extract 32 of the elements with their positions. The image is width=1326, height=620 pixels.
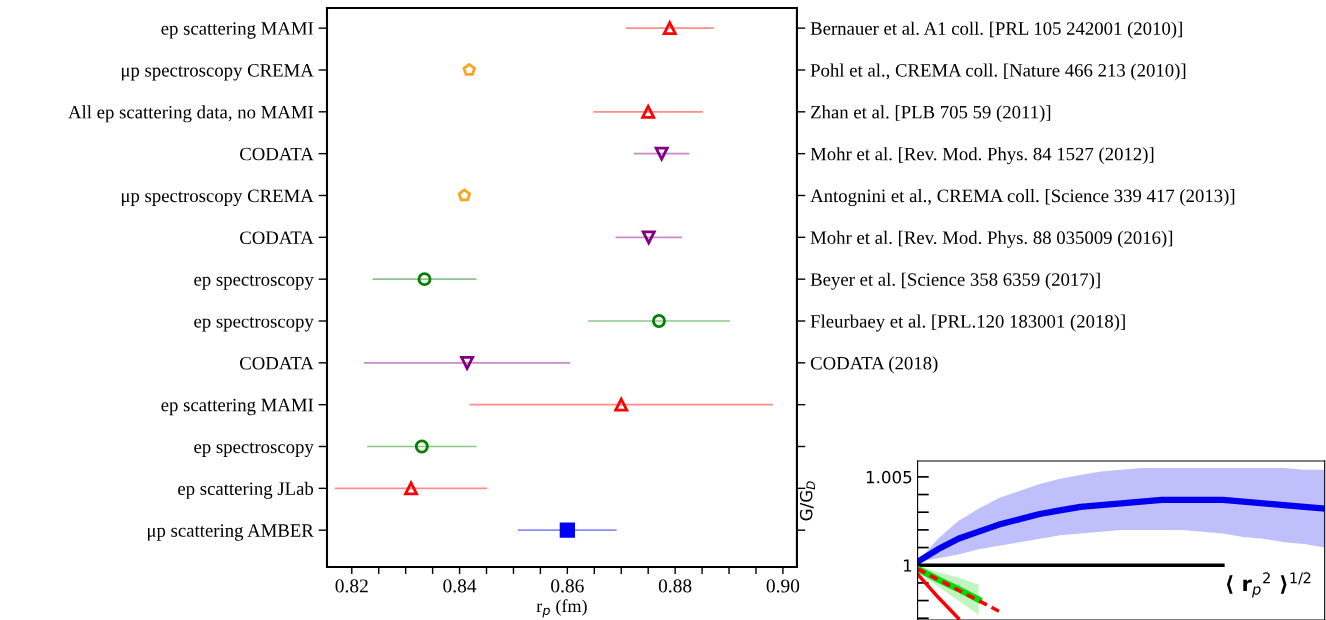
x-tick-label: 0.82 bbox=[335, 579, 368, 593]
y-axis-title: G/G$_{D}$ bbox=[799, 481, 815, 521]
y-tick-label: μp spectroscopy CREMA bbox=[121, 189, 314, 207]
y2-tick-label: Fleurbaey et al. [PRL.120 183001 (2018)] bbox=[810, 314, 1125, 332]
y2-tick-label: Beyer et al. [Science 358 6359 (2017)] bbox=[810, 272, 1100, 290]
y-tick-label: ep spectroscopy bbox=[194, 275, 314, 290]
x-tick-label: 0.90 bbox=[766, 579, 800, 593]
y2-tick-label: Antognini et al., CREMA coll. [Science 339 417 (2013)] bbox=[810, 188, 1235, 207]
y2-tick-label: Zhan et al. [PLB 705 59 (2011)] bbox=[811, 105, 1051, 123]
y2-tick-label: Mohr et al. [Rev. Mod. Phys. 84 1527 (2012)] bbox=[810, 147, 1154, 165]
y-tick-label: μp spectroscopy CREMA bbox=[121, 64, 314, 81]
annotation: ⟨ r$_{p}$$^{2}$ ⟩$^{1/2}$ bbox=[1226, 572, 1311, 598]
y2-tick-label: Pohl et al., CREMA coll. [Nature 466 213 (2010)] bbox=[810, 63, 1186, 81]
y-tick-label: All ep scattering data, no MAMI bbox=[68, 105, 314, 123]
y-tick-label: CODATA bbox=[240, 231, 314, 245]
y-tick-label: CODATA bbox=[240, 356, 314, 370]
x-tick-label: 0.86 bbox=[551, 579, 584, 593]
y2-tick-label: Bernauer et al. A1 coll. [PRL 105 242001 (2010)] bbox=[810, 21, 1182, 39]
y-tick-label: ep spectroscopy bbox=[194, 316, 314, 332]
x-tick-label: 0.84 bbox=[443, 579, 477, 593]
y-tick-label: ep scattering JLab bbox=[178, 481, 314, 499]
y-tick-label: ep spectroscopy bbox=[194, 442, 314, 458]
y-tick-label: ep scattering MAMI bbox=[161, 398, 314, 416]
y2-tick-label: Mohr et al. [Rev. Mod. Phys. 88 035009 (2016)] bbox=[810, 230, 1173, 248]
x-axis-title: r$_{p}$ (fm) bbox=[536, 599, 587, 618]
y-tick-label: 1.005 bbox=[866, 470, 912, 484]
x-tick-label: 0.88 bbox=[658, 579, 692, 593]
y-tick-label: CODATA bbox=[240, 147, 314, 161]
y-tick-label: ep scattering MAMI bbox=[161, 22, 314, 39]
y-tick-label: 1 bbox=[903, 559, 912, 572]
y-tick-label: μp scattering AMBER bbox=[147, 524, 314, 541]
y2-tick-label: CODATA (2018) bbox=[810, 356, 938, 374]
